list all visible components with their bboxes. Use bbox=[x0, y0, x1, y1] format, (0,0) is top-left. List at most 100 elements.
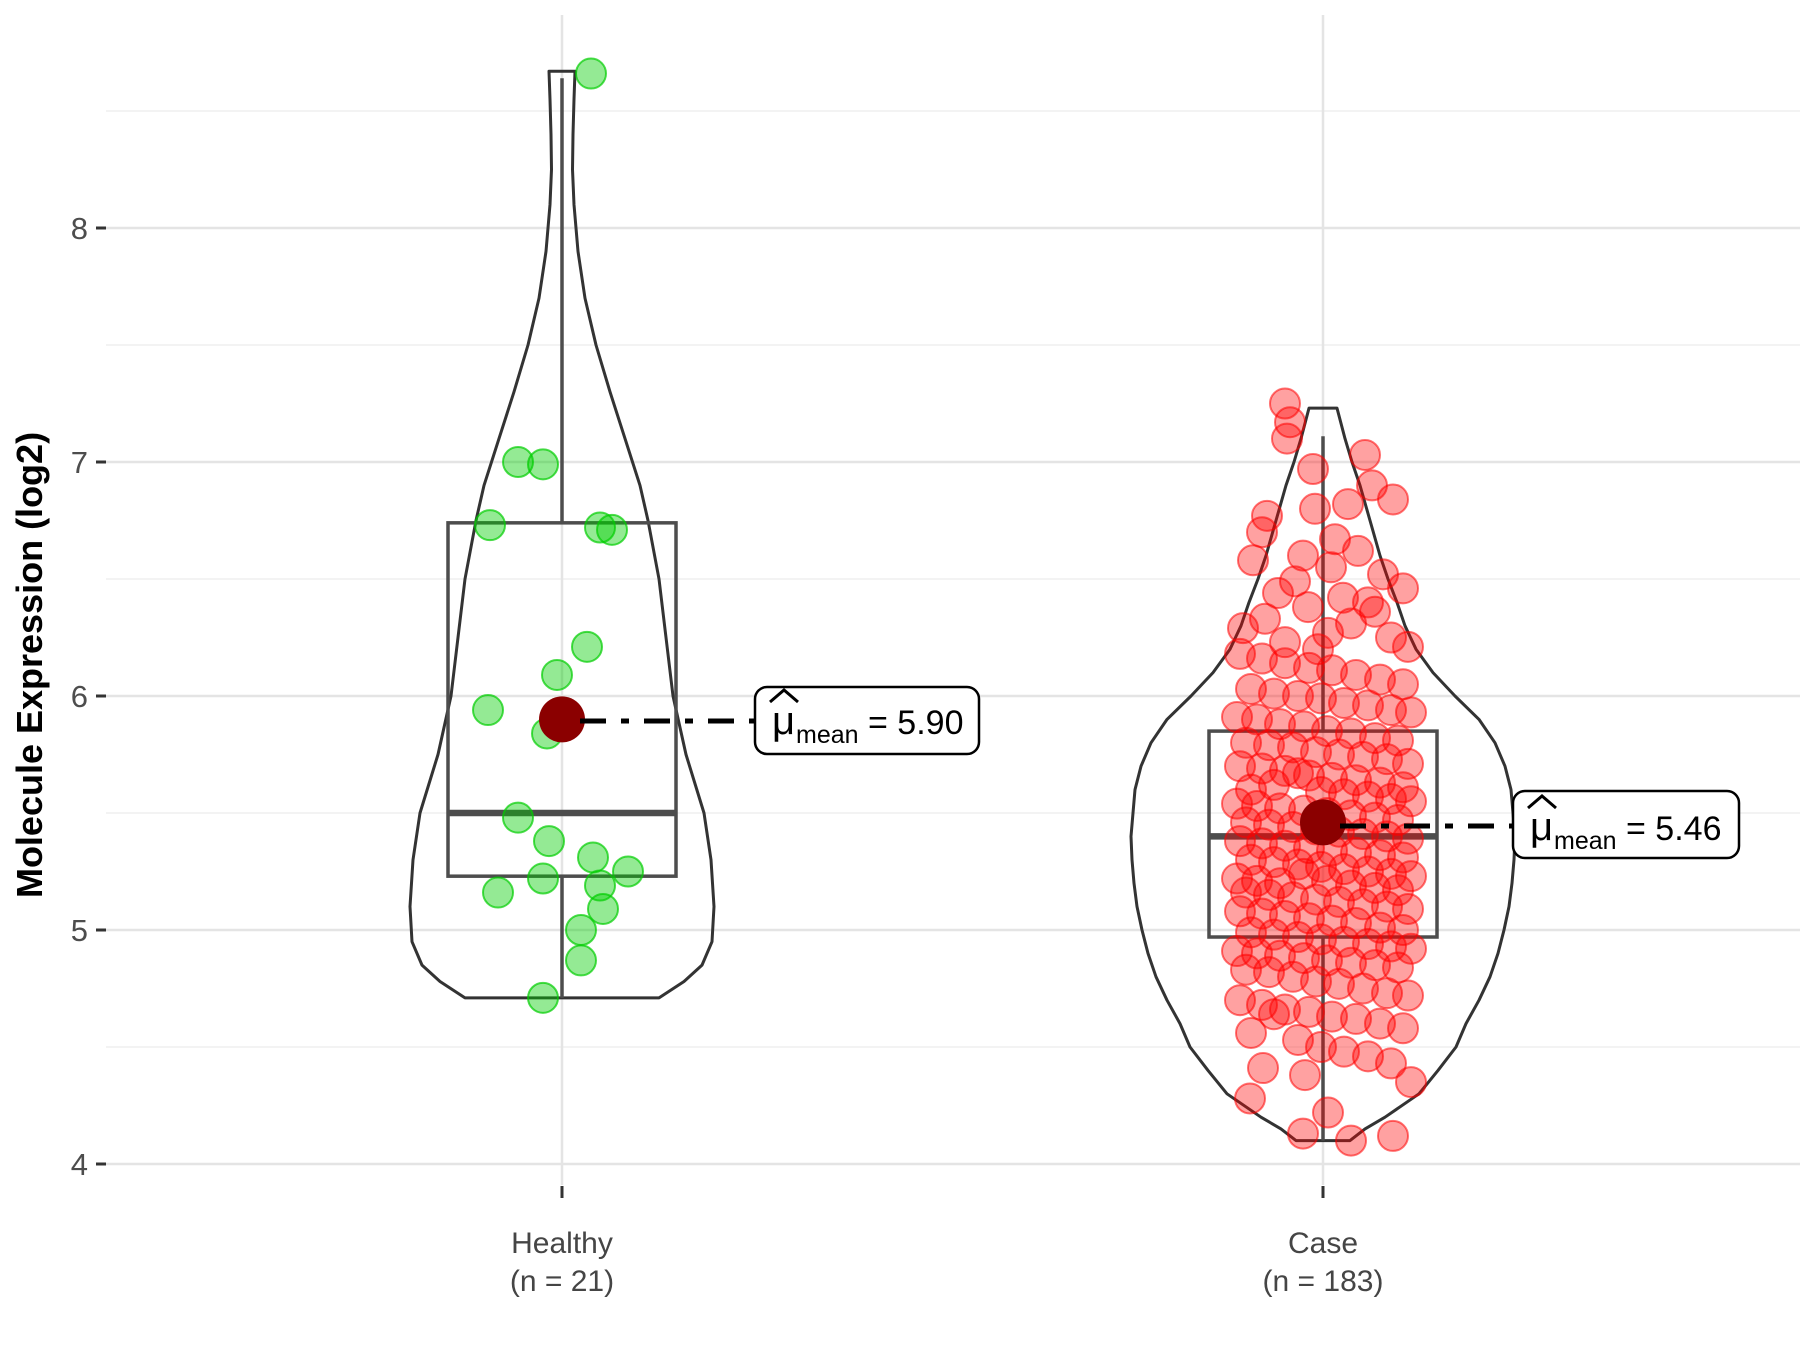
jitter-point-healthy bbox=[533, 825, 565, 858]
jitter-point-case bbox=[1387, 1012, 1419, 1045]
jitter-point-case bbox=[1342, 534, 1374, 567]
mu-hat-icon bbox=[769, 688, 799, 704]
mean-annotation-healthy: μ mean = 5.90 bbox=[580, 685, 981, 756]
jitter-point-healthy bbox=[527, 862, 559, 895]
jitter-point-case bbox=[1340, 836, 1372, 869]
jitter-point-case bbox=[1347, 972, 1379, 1005]
axis-layer: 8 7 6 5 4 Healthy (n = 21) Case (n = 183) bbox=[71, 211, 1384, 1298]
annotation-value-case: = 5.46 bbox=[1626, 810, 1721, 848]
jitter-point-case bbox=[1234, 1082, 1266, 1115]
jitter-point-case bbox=[1246, 752, 1278, 785]
y-axis-tick-label: 6 bbox=[71, 679, 88, 714]
jitter-point-healthy bbox=[584, 511, 616, 544]
jitter-point-case bbox=[1269, 647, 1301, 680]
jitter-point-case bbox=[1289, 1059, 1321, 1092]
jitter-point-case bbox=[1300, 883, 1332, 916]
jitter-point-case bbox=[1340, 1002, 1372, 1035]
grid-layer bbox=[106, 15, 1800, 1185]
jitter-point-case bbox=[1382, 874, 1414, 907]
jitter-point-case bbox=[1315, 551, 1347, 584]
jitter-point-case bbox=[1328, 1035, 1360, 1068]
jitter-point-healthy bbox=[472, 694, 504, 727]
jitter-point-healthy bbox=[577, 841, 609, 874]
annotation-box-case bbox=[1511, 789, 1741, 860]
jitter-point-healthy bbox=[474, 509, 506, 542]
jitter-point-case bbox=[1235, 1016, 1267, 1049]
jitter-point-case bbox=[1375, 1047, 1407, 1080]
jitter-point-healthy bbox=[502, 446, 534, 478]
x-axis-label-healthy: Healthy bbox=[511, 1227, 613, 1260]
violin-layer bbox=[408, 69, 1517, 1143]
jitter-point-case bbox=[1262, 577, 1294, 610]
y-axis-tick-label: 8 bbox=[71, 211, 88, 246]
jitter-point-case bbox=[1247, 1052, 1279, 1085]
jitter-point-case bbox=[1293, 651, 1325, 684]
jitter-point-case bbox=[1392, 892, 1424, 925]
jitter-point-healthy bbox=[596, 513, 628, 546]
jitter-point-case bbox=[1316, 1000, 1348, 1033]
jitter-point-healthy bbox=[502, 801, 534, 834]
jitter-point-case bbox=[1274, 406, 1306, 439]
x-axis-label-n-case: (n = 183) bbox=[1263, 1265, 1384, 1298]
jitter-point-case bbox=[1392, 979, 1424, 1012]
mu-hat-icon bbox=[1527, 794, 1557, 810]
jitter-point-healthy bbox=[571, 630, 603, 663]
jitter-point-case bbox=[1382, 724, 1414, 757]
jitter-point-case bbox=[1323, 885, 1355, 918]
jitter-point-case bbox=[1230, 806, 1262, 839]
jitter-point-case bbox=[1375, 621, 1407, 654]
jitter-point-case bbox=[1292, 591, 1324, 624]
jitter-point-case bbox=[1253, 956, 1285, 989]
jitter-point-case bbox=[1287, 539, 1319, 572]
jitter-point-case bbox=[1237, 544, 1269, 577]
jitter-point-case bbox=[1392, 747, 1424, 780]
jitter-point-case bbox=[1293, 759, 1325, 792]
jitter-point-case bbox=[1340, 658, 1372, 691]
jitter-point-case bbox=[1258, 998, 1290, 1031]
annotation-mu-case: μ bbox=[1530, 805, 1553, 849]
jitter-point-case bbox=[1347, 888, 1379, 921]
jitter-point-case bbox=[1269, 387, 1301, 420]
y-axis-tick-label: 7 bbox=[71, 445, 88, 480]
y-axis-tick-label: 5 bbox=[71, 913, 88, 948]
mean-dot-layer bbox=[539, 696, 1346, 846]
annotation-sub-healthy: mean bbox=[796, 721, 859, 749]
y-axis-tick-label: 4 bbox=[71, 1147, 88, 1182]
annotation-sub-case: mean bbox=[1554, 827, 1617, 855]
jitter-point-healthy bbox=[565, 914, 597, 946]
jitter-point-case bbox=[1282, 680, 1314, 712]
jitter-point-case bbox=[1335, 1124, 1367, 1157]
jitter-point-case bbox=[1299, 492, 1331, 525]
jitter-point-layer bbox=[472, 57, 1427, 1157]
jitter-point-case bbox=[1300, 965, 1332, 998]
jitter-point-case bbox=[1328, 853, 1360, 886]
jitter-point-case bbox=[1253, 808, 1285, 841]
jitter-point-case bbox=[1392, 630, 1424, 663]
jitter-point-healthy bbox=[575, 57, 607, 90]
jitter-point-case bbox=[1359, 871, 1391, 904]
jitter-point-case bbox=[1241, 789, 1273, 822]
jitter-point-case bbox=[1246, 516, 1278, 549]
jitter-point-case bbox=[1246, 827, 1278, 860]
jitter-point-healthy bbox=[527, 448, 559, 481]
jitter-point-healthy bbox=[482, 876, 514, 909]
jitter-point-case bbox=[1312, 616, 1344, 649]
jitter-point-case bbox=[1364, 911, 1396, 944]
jitter-point-case bbox=[1312, 1096, 1344, 1129]
mean-annotation-case: μ mean = 5.46 bbox=[1340, 789, 1741, 860]
jitter-point-case bbox=[1230, 953, 1262, 986]
y-axis-title: Molecule Expression (log2) bbox=[9, 432, 50, 898]
jitter-point-case bbox=[1287, 1117, 1319, 1150]
x-axis-label-case: Case bbox=[1288, 1227, 1358, 1260]
annotation-box-healthy bbox=[753, 685, 981, 756]
jitter-point-case bbox=[1241, 937, 1273, 970]
jitter-point-case bbox=[1269, 829, 1301, 862]
jitter-point-case bbox=[1349, 438, 1381, 471]
jitter-point-case bbox=[1364, 839, 1396, 872]
violin-case bbox=[1129, 406, 1517, 1143]
x-axis-label-n-healthy: (n = 21) bbox=[510, 1265, 614, 1298]
jitter-point-case bbox=[1377, 483, 1409, 516]
jitter-point-case bbox=[1297, 453, 1329, 486]
